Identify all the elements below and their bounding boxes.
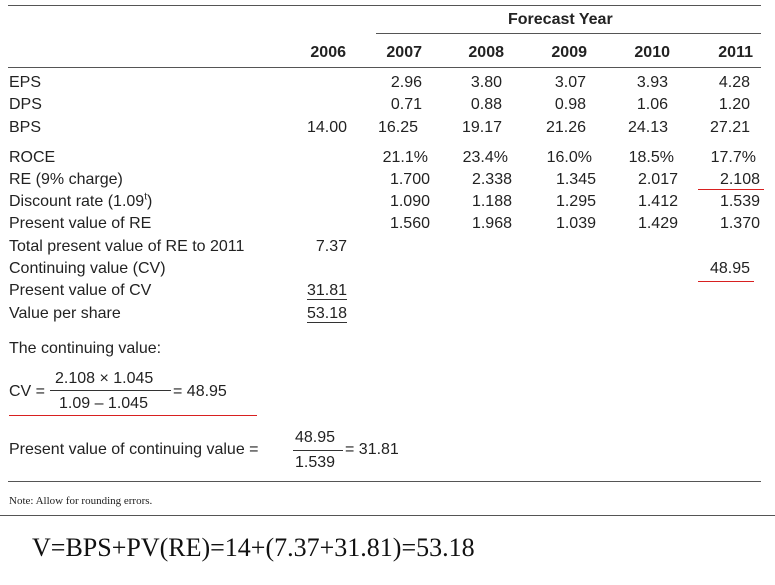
cell-bps-2008: 19.17 — [461, 119, 502, 136]
cell-pvre-2010: 1.429 — [637, 215, 678, 232]
cv-formula-lhs: CV = — [9, 383, 46, 400]
row-label-re: RE (9% charge) — [9, 171, 123, 188]
row-label-cv: Continuing value (CV) — [9, 260, 166, 277]
cell-pvre-2009: 1.039 — [555, 215, 596, 232]
cell-total-pvre: 7.37 — [315, 238, 347, 255]
cell-value-per-share: 53.18 — [306, 305, 347, 323]
cell-continuing-value: 48.95 — [709, 260, 750, 277]
pv-formula-lhs: Present value of continuing value = — [9, 441, 259, 458]
red-underline-cv-formula — [9, 415, 257, 416]
cell-re-2007: 1.700 — [389, 171, 430, 188]
forecast-group-rule — [376, 33, 761, 34]
pv-fraction-bar — [293, 450, 343, 451]
red-underline-cv — [698, 281, 754, 282]
cv-formula-numerator: 2.108 × 1.045 — [55, 370, 154, 387]
cell-roce-2010: 18.5% — [628, 149, 674, 166]
cell-bps-2006: 14.00 — [306, 119, 347, 136]
cell-pv-cv: 31.81 — [306, 282, 347, 300]
year-header-2011: 2011 — [718, 44, 753, 61]
cell-roce-2007: 21.1% — [382, 149, 428, 166]
cell-dps-2007: 0.71 — [390, 96, 422, 113]
row-label-pv-re: Present value of RE — [9, 215, 152, 232]
row-label-value-per-share: Value per share — [9, 305, 121, 322]
cell-discount-2008: 1.188 — [471, 193, 512, 210]
cell-dps-2011: 1.20 — [718, 96, 750, 113]
pv-formula-result: = 31.81 — [345, 441, 399, 458]
cell-discount-2010: 1.412 — [637, 193, 678, 210]
bottom-rule — [0, 515, 775, 516]
cell-eps-2008: 3.80 — [470, 74, 502, 91]
row-label-eps: EPS — [9, 74, 42, 91]
row-label-discount-rate: Discount rate (1.09t) — [9, 191, 153, 210]
pv-formula-denominator: 1.539 — [295, 454, 336, 471]
cell-bps-2010: 24.13 — [627, 119, 668, 136]
pv-formula-numerator: 48.95 — [295, 429, 336, 446]
year-header-2010: 2010 — [634, 44, 670, 61]
row-label-total-pv-re: Total present value of RE to 2011 — [9, 238, 245, 255]
rounding-note: Note: Allow for rounding errors. — [9, 495, 153, 507]
cell-roce-2008: 23.4% — [462, 149, 508, 166]
cv-fraction-bar — [50, 390, 171, 391]
continuing-value-heading: The continuing value: — [9, 340, 162, 357]
top-rule — [8, 5, 761, 6]
cell-eps-2009: 3.07 — [554, 74, 586, 91]
cell-pvre-2011: 1.370 — [719, 215, 760, 232]
cell-bps-2007: 16.25 — [377, 119, 418, 136]
cell-re-2010: 2.017 — [637, 171, 678, 188]
row-label-dps: DPS — [9, 96, 42, 113]
valuation-formula: V=BPS+PV(RE)=14+(7.37+31.81)=53.18 — [32, 533, 475, 562]
cell-eps-2010: 3.93 — [636, 74, 668, 91]
cell-bps-2011: 27.21 — [709, 119, 750, 136]
cell-bps-2009: 21.26 — [545, 119, 586, 136]
cell-eps-2011: 4.28 — [718, 74, 750, 91]
year-header-2008: 2008 — [468, 44, 504, 61]
header-bottom-rule — [8, 67, 761, 68]
cell-pvre-2008: 1.968 — [471, 215, 512, 232]
cv-formula-result: = 48.95 — [173, 383, 227, 400]
forecast-year-header: Forecast Year — [508, 11, 613, 28]
superscript-t: t — [144, 191, 147, 203]
cell-eps-2007: 2.96 — [390, 74, 422, 91]
cell-dps-2009: 0.98 — [554, 96, 586, 113]
cell-discount-2009: 1.295 — [555, 193, 596, 210]
note-top-rule — [8, 481, 761, 482]
cell-discount-2011: 1.539 — [719, 193, 760, 210]
year-header-2009: 2009 — [551, 44, 587, 61]
row-label-bps: BPS — [9, 119, 42, 136]
row-label-pv-cv: Present value of CV — [9, 282, 152, 299]
row-label-roce: ROCE — [9, 149, 56, 166]
cell-dps-2010: 1.06 — [636, 96, 668, 113]
cell-re-2008: 2.338 — [471, 171, 512, 188]
year-header-2007: 2007 — [386, 44, 422, 61]
cv-formula-denominator: 1.09 – 1.045 — [59, 395, 148, 412]
cell-roce-2011: 17.7% — [710, 149, 756, 166]
year-header-2006: 2006 — [310, 44, 346, 61]
cell-roce-2009: 16.0% — [546, 149, 592, 166]
cell-re-2009: 1.345 — [555, 171, 596, 188]
cell-dps-2008: 0.88 — [470, 96, 502, 113]
cell-discount-2007: 1.090 — [389, 193, 430, 210]
cell-re-2011: 2.108 — [719, 171, 760, 188]
red-underline-re-2011 — [698, 189, 764, 190]
cell-pvre-2007: 1.560 — [389, 215, 430, 232]
